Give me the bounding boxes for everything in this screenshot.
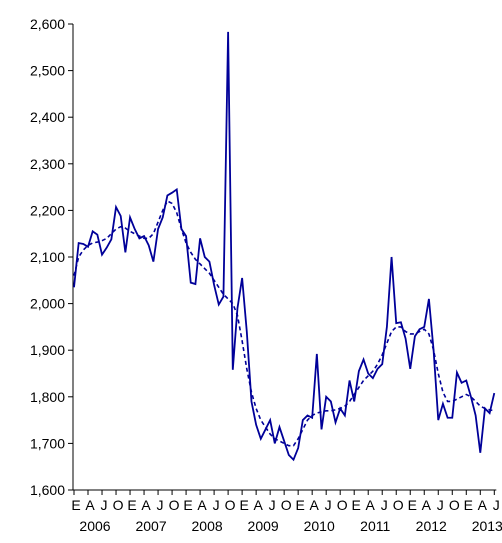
x-tick-label: J	[381, 497, 388, 513]
year-label: 2011	[360, 518, 390, 534]
x-tick-label: J	[493, 497, 500, 513]
year-label: 2008	[192, 518, 223, 534]
y-tick-label: 2,300	[30, 156, 65, 172]
x-tick-label: J	[437, 497, 444, 513]
trend-line	[73, 200, 495, 447]
year-label: 2012	[416, 518, 447, 534]
x-tick-label: O	[225, 497, 236, 513]
x-tick-label: A	[309, 497, 319, 513]
y-tick-label: 2,400	[30, 109, 65, 125]
x-tick-label: A	[85, 497, 95, 513]
x-tick-label: A	[478, 497, 488, 513]
year-label: 2013	[472, 518, 502, 534]
x-tick-label: O	[449, 497, 460, 513]
x-tick-label: E	[295, 497, 304, 513]
year-label: 2009	[248, 518, 279, 534]
y-tick-label: 1,800	[30, 389, 65, 405]
x-tick-label: O	[169, 497, 180, 513]
year-label: 2007	[135, 518, 166, 534]
x-tick-label: E	[71, 497, 80, 513]
year-label: 2010	[304, 518, 335, 534]
x-tick-label: E	[127, 497, 136, 513]
x-tick-label: J	[325, 497, 332, 513]
x-tick-label: O	[113, 497, 124, 513]
y-tick-label: 2,000	[30, 296, 65, 312]
x-tick-label: A	[197, 497, 207, 513]
x-tick-label: A	[366, 497, 376, 513]
year-label: 2006	[79, 518, 110, 534]
x-tick-label: J	[157, 497, 164, 513]
x-tick-label: J	[269, 497, 276, 513]
x-tick-label: E	[408, 497, 417, 513]
y-tick-label: 1,900	[30, 342, 65, 358]
x-tick-label: O	[281, 497, 292, 513]
x-tick-label: E	[464, 497, 473, 513]
x-tick-label: O	[393, 497, 404, 513]
x-tick-label: J	[101, 497, 108, 513]
data-line	[73, 31, 496, 462]
y-tick-label: 2,600	[30, 16, 65, 32]
x-tick-label: A	[141, 497, 151, 513]
y-tick-label: 2,200	[30, 202, 65, 218]
x-tick-label: A	[422, 497, 432, 513]
y-tick-label: 2,100	[30, 249, 65, 265]
x-tick-label: J	[213, 497, 220, 513]
y-tick-label: 2,500	[30, 63, 65, 79]
y-tick-label: 1,600	[30, 482, 65, 498]
x-tick-label: E	[352, 497, 361, 513]
x-tick-label: A	[253, 497, 263, 513]
x-tick-label: E	[239, 497, 248, 513]
x-tick-label: O	[337, 497, 348, 513]
x-tick-label: E	[183, 497, 192, 513]
y-tick-label: 1,700	[30, 435, 65, 451]
